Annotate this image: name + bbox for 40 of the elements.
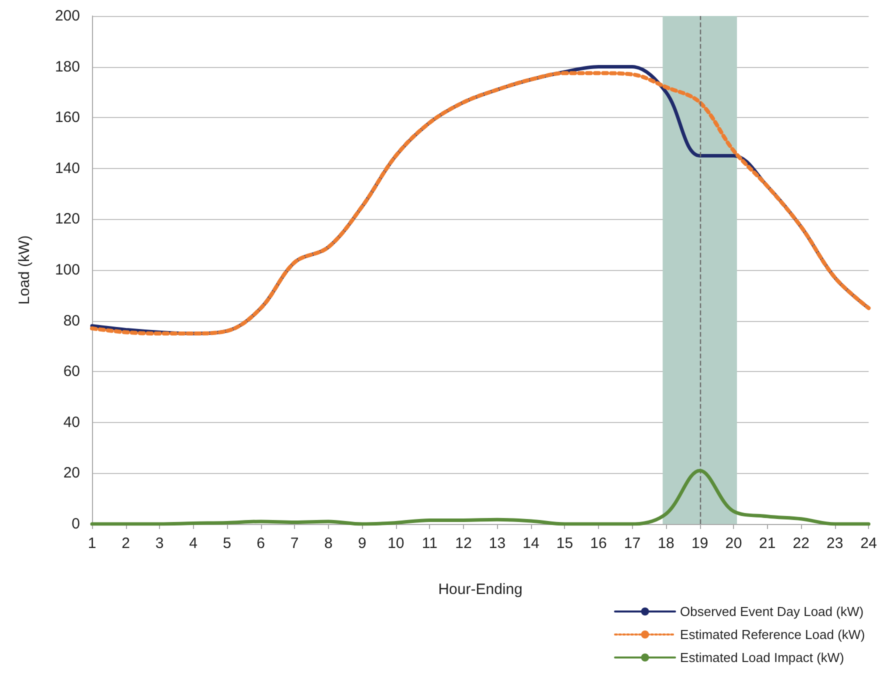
y-tick-label: 20 xyxy=(63,464,80,482)
y-tick-label: 160 xyxy=(54,109,80,126)
x-tick-label: 8 xyxy=(324,535,333,552)
y-tick-label: 80 xyxy=(63,312,80,330)
x-tick-label: 18 xyxy=(658,535,674,552)
legend-label: Estimated Reference Load (kW) xyxy=(680,627,866,642)
y-tick-label: 200 xyxy=(54,8,80,24)
x-tick-label: 19 xyxy=(691,535,708,552)
x-tick-label: 4 xyxy=(189,535,198,552)
x-tick-label: 3 xyxy=(155,535,164,552)
x-axis-title: Hour-Ending xyxy=(438,581,522,598)
x-tick-label: 15 xyxy=(556,535,574,552)
x-tick-label: 6 xyxy=(256,535,266,552)
y-tick-label: 180 xyxy=(54,58,80,76)
x-tick-label: 1 xyxy=(88,535,96,552)
x-tick-label: 21 xyxy=(759,535,776,552)
y-tick-label: 140 xyxy=(54,160,80,177)
x-tick-label: 9 xyxy=(358,535,366,552)
x-tick-label: 11 xyxy=(422,535,438,552)
x-tick-label: 14 xyxy=(522,535,540,552)
y-tick-label: 40 xyxy=(63,414,80,431)
x-tick-label: 23 xyxy=(826,535,844,552)
x-tick-label: 20 xyxy=(725,535,742,552)
y-tick-label: 120 xyxy=(54,210,80,228)
legend-label: Estimated Load Impact (kW) xyxy=(680,650,844,665)
x-tick-label: 2 xyxy=(122,535,130,552)
x-tick-label: 16 xyxy=(590,535,607,552)
x-tick-label: 5 xyxy=(222,535,232,552)
x-tick-label: 7 xyxy=(290,535,299,552)
y-tick-label: 60 xyxy=(63,363,80,380)
x-tick-label: 12 xyxy=(455,535,472,552)
y-tick-label: 0 xyxy=(72,516,80,532)
x-tick-label: 22 xyxy=(792,535,810,552)
x-tick-label: 17 xyxy=(624,535,641,552)
x-tick-label: 10 xyxy=(388,535,404,552)
x-tick-label: 13 xyxy=(488,535,506,552)
y-tick-label: 100 xyxy=(54,262,80,278)
x-tick-label: 24 xyxy=(860,535,877,552)
y-axis-title: Load (kW) xyxy=(16,235,33,305)
legend-label: Observed Event Day Load (kW) xyxy=(680,604,864,619)
